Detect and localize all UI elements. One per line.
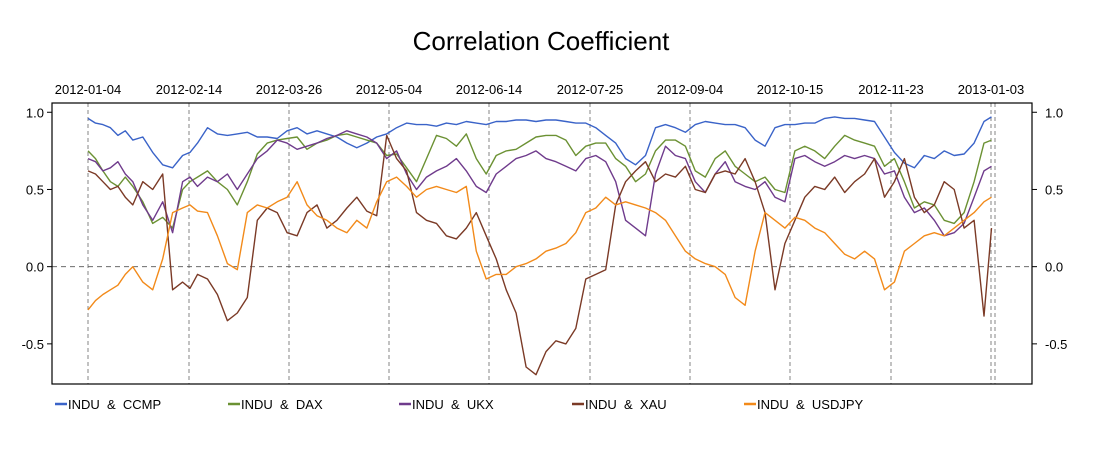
chart-title: Correlation Coefficient: [413, 26, 671, 56]
series-line-2: [87, 130, 992, 237]
x-tick-label: 2012-06-14: [456, 82, 523, 97]
series-lines: [87, 116, 993, 376]
legend-label: INDU & CCMP: [68, 397, 161, 412]
x-tick-label: 2012-10-15: [757, 82, 824, 97]
x-axis-top-ticks: 2012-01-04 2012-02-14 2012-03-26 2012-05-04…: [55, 82, 1025, 97]
y-tick-label-left: -0.5: [22, 337, 44, 352]
legend-label: INDU & UKX: [412, 397, 494, 412]
y-tick-label-left: 1.0: [26, 105, 44, 120]
x-tick-label: 2012-03-26: [256, 82, 323, 97]
series-line-0: [87, 116, 992, 169]
y-tick-label-right: -0.5: [1045, 337, 1067, 352]
y-tick-label-right: 1.0: [1045, 105, 1063, 120]
series-line-1: [87, 133, 992, 229]
grid-lines: [52, 103, 1032, 384]
x-tick-label: 2012-01-04: [55, 82, 122, 97]
x-tick-label: 2012-05-04: [356, 82, 423, 97]
series-line-3: [87, 134, 993, 376]
y-tick-label-left: 0.5: [26, 182, 44, 197]
x-tick-label: 2012-09-04: [657, 82, 724, 97]
x-tick-label: 2013-01-03: [958, 82, 1025, 97]
x-tick-label: 2012-07-25: [557, 82, 624, 97]
plot-frame: [51, 102, 1033, 385]
series-line-4: [87, 176, 992, 311]
legend-label: INDU & XAU: [585, 397, 667, 412]
y-axis-left-ticks: 1.0 0.5 0.0 -0.5: [22, 105, 52, 352]
y-axis-right-ticks: 1.0 0.5 0.0 -0.5: [1032, 105, 1067, 352]
y-tick-label-left: 0.0: [26, 260, 44, 275]
x-tick-label: 2012-11-23: [858, 82, 924, 97]
legend-label: INDU & USDJPY: [757, 397, 864, 412]
legend: INDU & CCMP INDU & DAX INDU & UKX INDU & XA…: [55, 397, 864, 412]
x-tick-label: 2012-02-14: [156, 82, 223, 97]
y-tick-label-right: 0.5: [1045, 182, 1063, 197]
y-tick-label-right: 0.0: [1045, 260, 1063, 275]
legend-label: INDU & DAX: [241, 397, 323, 412]
